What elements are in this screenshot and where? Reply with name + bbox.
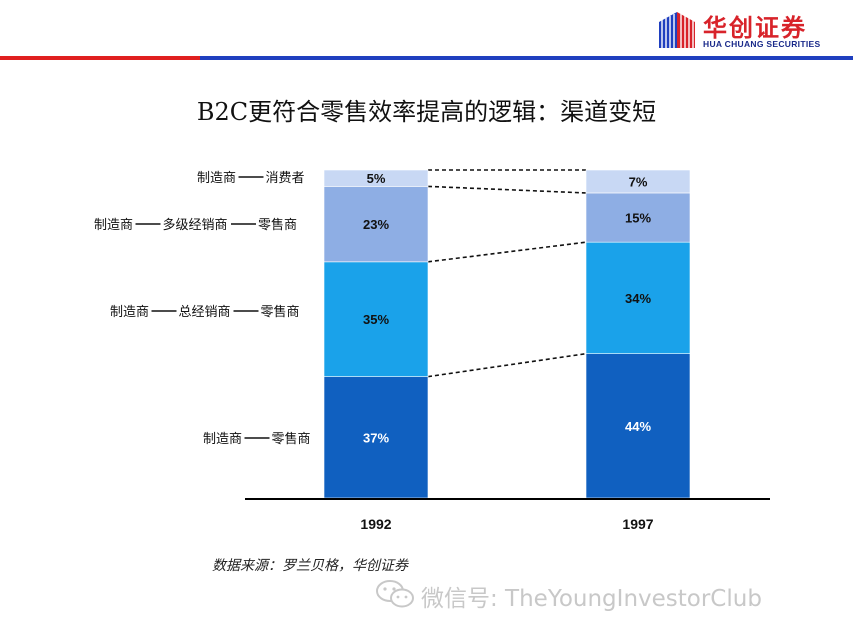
- channel-part-2-2: 零售商: [261, 304, 300, 320]
- wechat-watermark: 微信号: TheYoungInvestorClub: [375, 577, 845, 612]
- connector-line-1: [427, 241, 587, 263]
- channel-part-2-1: 总经销商: [179, 305, 231, 320]
- channel-part-1-2: 零售商: [258, 217, 297, 233]
- channel-part-1-0: 制造商: [94, 218, 133, 233]
- wechat-icon: [376, 580, 414, 608]
- data-label-1992-1: 35%: [363, 312, 389, 327]
- page-title: B2C更符合零售效率提高的逻辑：渠道变短: [196, 98, 657, 126]
- channel-label-2: 制造商 总经销商 零售商: [110, 304, 300, 320]
- logo-text-en: HUA CHUANG SECURITIES: [703, 39, 821, 49]
- data-label-1997-0: 44%: [625, 419, 651, 434]
- x-tick-labels: 1992 1997: [360, 516, 653, 532]
- bar-group: 37% 35% 23% 5% 44% 34% 15% 7%: [323, 169, 691, 499]
- connector-line-2: [427, 185, 587, 194]
- channel-part-0-0: 制造商: [197, 171, 236, 186]
- channel-part-1-1: 多级经销商: [163, 217, 228, 233]
- data-label-1992-2: 23%: [363, 217, 389, 232]
- bar-1992-seg-3: [323, 169, 429, 187]
- wechat-text: 微信号: TheYoungInvestorClub: [421, 586, 762, 612]
- brand-logo: 华创证券 HUA CHUANG SECURITIES: [655, 8, 845, 52]
- channel-part-0-1: 消费者: [266, 171, 305, 186]
- bar-1997-seg-2: [585, 192, 691, 243]
- channel-part-3-0: 制造商: [203, 432, 242, 447]
- bar-1997-seg-3: [585, 169, 691, 194]
- data-label-1997-1: 34%: [625, 291, 651, 306]
- data-label-1992-3: 5%: [367, 171, 386, 186]
- data-label-1992-0: 37%: [363, 430, 389, 445]
- logo-mark-icon: [659, 12, 695, 48]
- x-tick-1997: 1997: [622, 516, 653, 532]
- data-source-note: 数据来源：罗兰贝格，华创证券: [212, 558, 408, 574]
- header-rule-accent: [0, 56, 200, 60]
- bar-1992-seg-2: [323, 186, 429, 263]
- data-label-1997-2: 15%: [625, 211, 651, 226]
- channel-label-0: 制造商 消费者: [197, 171, 305, 186]
- channel-part-3-1: 零售商: [272, 431, 311, 447]
- bar-1992-seg-1: [323, 261, 429, 377]
- bar-1997-seg-1: [585, 241, 691, 354]
- channel-label-1: 制造商 多级经销商 零售商: [94, 217, 297, 233]
- x-tick-1992: 1992: [360, 516, 391, 532]
- data-label-1997-3: 7%: [629, 174, 648, 189]
- channel-label-3: 制造商 零售商: [203, 431, 311, 447]
- header-rule: [0, 56, 853, 60]
- connector-line-0: [427, 352, 587, 378]
- connector-lines: [427, 169, 587, 378]
- logo-text-cn: 华创证券: [703, 14, 807, 42]
- channel-part-2-0: 制造商: [110, 305, 149, 320]
